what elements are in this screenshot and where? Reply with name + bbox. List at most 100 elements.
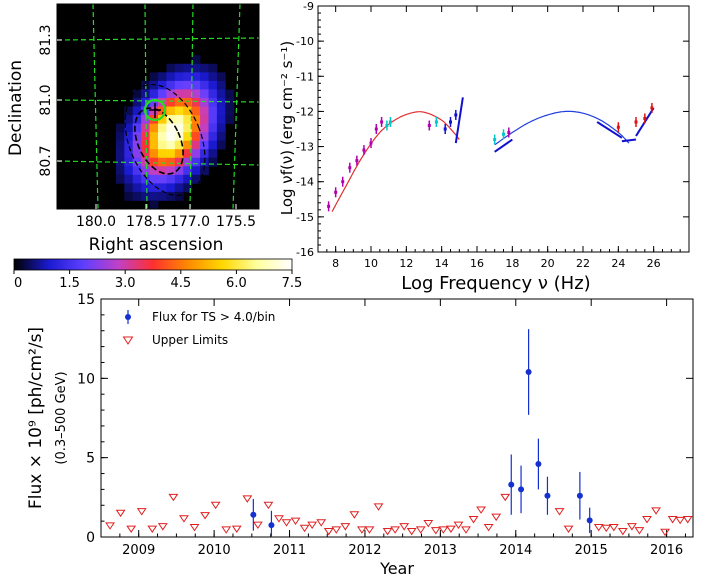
ts-map-pixel: [208, 80, 218, 90]
sed-frame: [317, 5, 690, 253]
flux-tick-label: 5: [86, 451, 95, 467]
sed-x-tick-label: 10: [364, 257, 378, 270]
ts-map-coordinate-grid: [57, 4, 259, 209]
ts-map-pixel: [216, 89, 226, 99]
upper-limit-marker: [634, 527, 645, 535]
ra-gridline: [144, 4, 148, 209]
ts-map-pixel: [115, 166, 125, 176]
detection-marker: [518, 486, 525, 493]
ts-map-pixel: [191, 72, 201, 82]
ts-map-pixel: [132, 115, 142, 124]
upper-limit-marker: [231, 525, 242, 533]
upper-limit-marker: [147, 525, 158, 533]
ts-map-pixel: [183, 89, 193, 99]
ts-map-pixel: [191, 132, 201, 142]
ts-map-pixel: [132, 166, 142, 176]
upper-limit-marker: [340, 523, 351, 531]
ts-map-pixel: [183, 80, 193, 90]
legend-detection-marker: [125, 314, 131, 320]
sed-data-point: [502, 132, 505, 136]
ts-map-pixel: [115, 140, 125, 150]
ra-gridline: [189, 4, 194, 209]
sed-data: [327, 97, 655, 212]
sed-ticks: 8 10 12 14 16 18 20 22 24 26 -9 -10 -11 -12 -13 -14 -15 -…: [296, 0, 690, 270]
ra-tick-label: 177.0: [170, 214, 210, 230]
upper-limit-marker: [563, 525, 574, 533]
ts-map-pixel: [149, 132, 159, 142]
ts-map-contours: [124, 83, 206, 197]
year-tick-label: 2009: [122, 543, 155, 558]
upper-limit-marker: [682, 516, 693, 524]
light-curve-data: [105, 329, 693, 537]
ts-map-ylabel: Declination: [6, 60, 26, 156]
flux-tick-label: 0: [86, 530, 95, 546]
sed-x-tick-label: 8: [332, 257, 339, 270]
ts-map-pixel: [200, 89, 209, 99]
ts-map-pixel: [158, 191, 167, 201]
sed-data-point: [388, 120, 392, 124]
ts-map-pixel: [124, 191, 134, 201]
ts-map-pixel: [183, 106, 193, 116]
ra-tick-label: 180.0: [76, 214, 116, 230]
ts-map-pixel: [166, 80, 176, 90]
ra-gridline: [232, 4, 241, 209]
ts-map-pixel: [216, 97, 226, 107]
ts-map-pixel: [158, 166, 167, 176]
ts-map-pixel: [115, 123, 125, 133]
upper-limit-marker: [453, 521, 464, 530]
sed-y-tick-label: -15: [296, 211, 314, 224]
sed-x-tick-label: 24: [611, 257, 625, 270]
ts-map-pixel: [158, 174, 167, 184]
ts-map-pixel: [166, 89, 176, 99]
ts-map-pixel: [200, 97, 209, 107]
ts-map-pixel: [216, 106, 226, 116]
upper-limit-marker: [626, 523, 637, 531]
ts-map-pixel: [149, 140, 159, 150]
ts-map-pixel: [149, 80, 159, 90]
sed-data-point: [449, 120, 452, 124]
ts-map-pixel: [200, 140, 209, 150]
ts-map-pixel: [200, 80, 209, 90]
sed-x-tick-label: 12: [399, 257, 413, 270]
ts-map-pixel: [166, 97, 176, 107]
detection-marker: [268, 522, 275, 529]
upper-limit-marker: [242, 495, 253, 503]
ts-map-pixel: [132, 174, 142, 184]
upper-limit-marker: [200, 512, 211, 520]
upper-limit-marker: [263, 501, 274, 510]
upper-limit-marker: [126, 525, 137, 533]
ts-map-pixel: [149, 89, 159, 99]
ts-map-pixel: [216, 115, 226, 124]
sed-data-point: [355, 159, 359, 163]
ts-map-pixel: [141, 183, 150, 193]
ra-tick-label: 175.5: [216, 214, 256, 230]
ts-map-pixel: [132, 149, 142, 159]
ts-map-pixel: [174, 183, 184, 193]
detection-marker: [250, 511, 257, 518]
sed-data-point: [443, 127, 447, 131]
ts-map-pixel: [191, 174, 201, 184]
ts-map-pixel: [183, 132, 193, 142]
ts-map-pixel: [149, 149, 159, 159]
ts-map-pixel: [191, 149, 201, 159]
upper-limit-marker: [189, 523, 200, 532]
ts-map-pixel: [225, 97, 235, 107]
ts-map-pixel: [191, 140, 201, 150]
ts-map-pixel: [200, 123, 209, 133]
ts-map-pixel: [183, 166, 193, 176]
ts-map-pixel: [191, 115, 201, 124]
upper-limit-marker: [316, 519, 327, 527]
ts-map-pixel: [158, 80, 167, 90]
ts-map-pixel: [149, 191, 159, 201]
sed-xlabel: Log Frequency ν (Hz): [401, 273, 590, 294]
legend-upper-limit-label: Upper Limits: [152, 333, 228, 347]
ts-map-pixel: [174, 191, 184, 201]
sed-x-tick-label: 14: [435, 257, 449, 270]
ts-map-pixel: [183, 72, 193, 82]
colorbar-gradient: [13, 258, 293, 271]
sed-panel: 8 10 12 14 16 18 20 22 24 26 -9 -10 -11 -12 -13 -14 -15 -…: [278, 0, 690, 294]
colorbar-tick-label: 1.5: [59, 276, 80, 291]
colorbar-tick-label: 4.5: [170, 276, 191, 291]
sed-data-point: [650, 106, 654, 110]
